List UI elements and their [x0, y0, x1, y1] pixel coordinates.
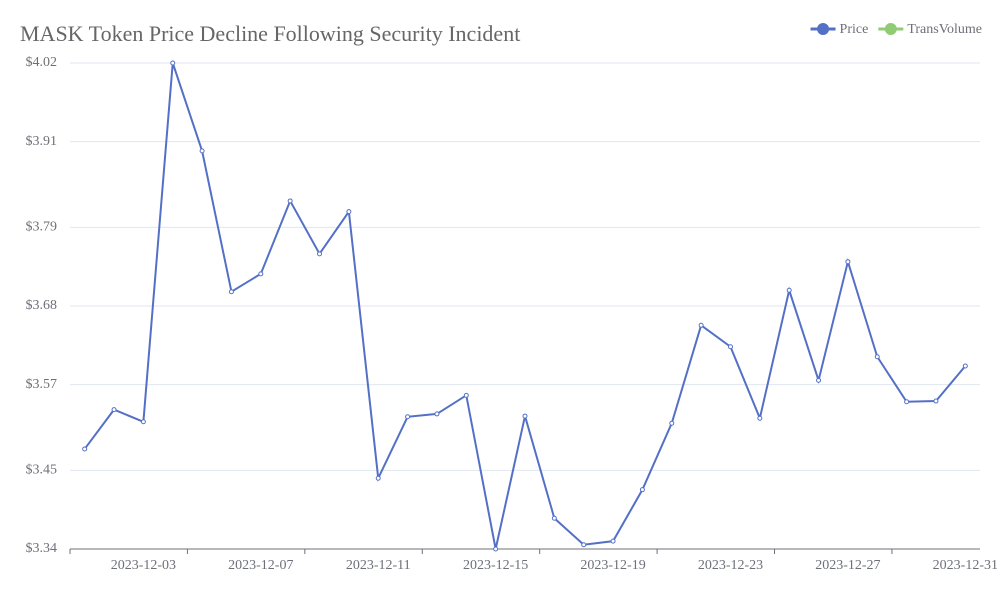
- x-tick-label: 2023-12-31: [933, 558, 998, 573]
- y-tick-label: $3.45: [26, 463, 58, 478]
- point: [522, 413, 528, 419]
- point: [405, 414, 411, 420]
- point: [786, 287, 792, 293]
- point: [639, 487, 645, 493]
- point: [463, 392, 469, 398]
- point: [228, 289, 234, 295]
- y-tick-label: $3.91: [26, 134, 58, 149]
- point: [493, 546, 499, 552]
- point: [698, 322, 704, 328]
- legend-label: Price: [840, 22, 869, 37]
- chart-title: MASK Token Price Decline Following Secur…: [20, 21, 520, 46]
- y-tick-label: $3.34: [26, 541, 58, 556]
- y-tick-label: $3.79: [26, 220, 58, 235]
- point: [346, 209, 352, 215]
- x-tick-label: 2023-12-07: [228, 558, 293, 573]
- point: [434, 411, 440, 417]
- x-tick-label: 2023-12-11: [346, 558, 411, 573]
- x-tick-label: 2023-12-23: [698, 558, 763, 573]
- legend-swatch: [884, 23, 897, 35]
- point: [199, 148, 205, 154]
- y-tick-label: $4.02: [26, 55, 58, 70]
- point: [610, 538, 616, 544]
- point: [258, 271, 264, 277]
- legend-label: TransVolume: [907, 22, 982, 37]
- point: [816, 377, 822, 383]
- x-tick-label: 2023-12-19: [580, 558, 645, 573]
- point: [727, 344, 733, 350]
- x-tick-label: 2023-12-27: [815, 558, 880, 573]
- point: [933, 398, 939, 404]
- y-tick-label: $3.68: [26, 298, 58, 313]
- point: [904, 399, 910, 405]
- point: [845, 259, 851, 265]
- point: [962, 363, 968, 369]
- y-tick-label: $3.57: [26, 377, 58, 392]
- point: [551, 515, 557, 521]
- point: [581, 542, 587, 548]
- point: [111, 407, 117, 413]
- point: [874, 354, 880, 360]
- x-tick-label: 2023-12-15: [463, 558, 528, 573]
- point: [669, 420, 675, 426]
- point: [317, 251, 323, 257]
- legend-swatch: [817, 23, 830, 35]
- point: [287, 198, 293, 204]
- point: [170, 60, 176, 66]
- point: [140, 419, 146, 425]
- point: [375, 475, 381, 481]
- point: [757, 415, 763, 421]
- point: [82, 446, 88, 452]
- x-tick-label: 2023-12-03: [111, 558, 176, 573]
